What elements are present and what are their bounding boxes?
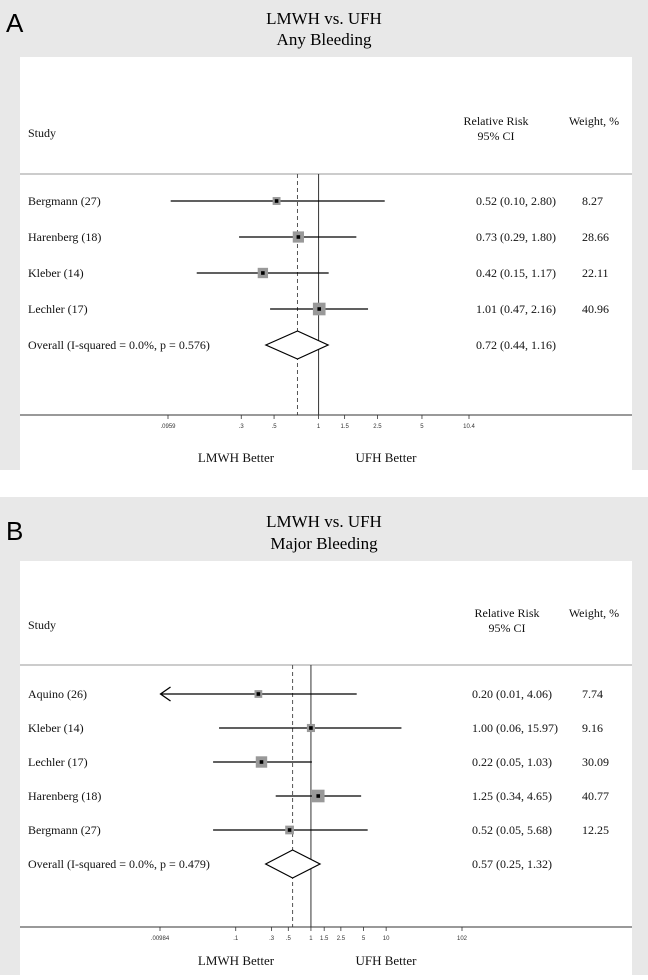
plot-area: Study Relative Risk 95% CI Weight, % Aquino … [20, 561, 632, 975]
rr-ci-value: 1.01 (0.47, 2.16) [476, 302, 556, 316]
weight-value: 40.77 [582, 789, 609, 803]
point-estimate [309, 726, 313, 730]
study-row: Bergmann (27) 0.52 (0.05, 5.68) 12.25 [28, 823, 609, 837]
plot-area: Study Relative Risk 95% CI Weight, % Bergman… [20, 57, 632, 470]
study-row: Bergmann (27) 0.52 (0.10, 2.80) 8.27 [28, 194, 603, 208]
x-tick-label: .3 [269, 936, 275, 942]
column-header-study: Study [28, 618, 56, 632]
point-estimate [296, 235, 301, 239]
x-tick-label: .1 [233, 936, 239, 942]
study-row: Kleber (14) 0.42 (0.15, 1.17) 22.11 [28, 266, 609, 280]
panel-letter: B [6, 516, 24, 546]
study-label: Aquino (26) [28, 687, 87, 701]
point-estimate [259, 760, 264, 764]
rr-ci-value: 0.52 (0.05, 5.68) [472, 823, 552, 837]
column-header-study: Study [28, 126, 56, 140]
chart-subtitle: Major Bleeding [270, 534, 378, 553]
weight-value: 8.27 [582, 194, 603, 208]
weight-value: 7.74 [582, 687, 603, 701]
x-tick-label: .5 [286, 936, 292, 942]
rr-ci-value: 0.20 (0.01, 4.06) [472, 687, 552, 701]
study-row: Aquino (26) 0.20 (0.01, 4.06) 7.74 [28, 686, 603, 702]
x-tick-label: 2.5 [337, 936, 346, 942]
chart-title: LMWH vs. UFH [266, 9, 382, 28]
point-estimate [274, 199, 279, 203]
rr-ci-value: 0.42 (0.15, 1.17) [476, 266, 556, 280]
study-row: Harenberg (18) 1.25 (0.34, 4.65) 40.77 [28, 789, 609, 803]
column-header-weight: Weight, % [569, 114, 619, 128]
overall-label: Overall (I-squared = 0.0%, p = 0.576) [28, 338, 210, 352]
x-tick-label: .00984 [151, 936, 170, 942]
column-header-ci: 95% CI [489, 621, 526, 635]
rr-ci-value: 0.22 (0.05, 1.03) [472, 755, 552, 769]
panel-letter: A [6, 8, 24, 38]
x-tick-label: 1 [317, 424, 321, 430]
weight-value: 40.96 [582, 302, 609, 316]
overall-rr-ci-value: 0.72 (0.44, 1.16) [476, 338, 556, 352]
point-estimate [317, 307, 322, 311]
point-estimate [256, 692, 261, 696]
overall-diamond [264, 849, 322, 879]
x-tick-label: 10.4 [463, 424, 475, 430]
ufh-better-label: UFH Better [355, 450, 417, 465]
weight-value: 9.16 [582, 721, 603, 735]
study-label: Bergmann (27) [28, 194, 101, 208]
study-label: Kleber (14) [28, 721, 84, 735]
point-estimate [287, 828, 292, 832]
x-tick-label: .3 [239, 424, 245, 430]
x-tick-label: 2.5 [373, 424, 382, 430]
ci-arrow-left [159, 686, 171, 702]
rr-ci-value: 1.25 (0.34, 4.65) [472, 789, 552, 803]
study-label: Lechler (17) [28, 302, 88, 316]
x-tick-label: .0959 [160, 424, 176, 430]
x-tick-label: 1 [309, 936, 313, 942]
study-label: Harenberg (18) [28, 230, 101, 244]
x-tick-label: 10 [383, 936, 390, 942]
panel-a: A LMWH vs. UFH Any Bleeding Study Relativ… [0, 0, 648, 470]
rr-ci-value: 0.73 (0.29, 1.80) [476, 230, 556, 244]
study-row: Kleber (14) 1.00 (0.06, 15.97) 9.16 [28, 721, 603, 735]
panel-b: B LMWH vs. UFH Major Bleeding Study Relat… [0, 497, 648, 975]
x-tick-label: 5 [362, 936, 366, 942]
x-tick-label: 5 [420, 424, 424, 430]
x-tick-label: .5 [272, 424, 278, 430]
weight-value: 30.09 [582, 755, 609, 769]
overall-label: Overall (I-squared = 0.0%, p = 0.479) [28, 857, 210, 871]
point-estimate [261, 271, 265, 275]
study-label: Lechler (17) [28, 755, 88, 769]
column-header-ci: 95% CI [478, 129, 515, 143]
column-header-weight: Weight, % [569, 606, 619, 620]
weight-value: 22.11 [582, 266, 609, 280]
column-header-rr: Relative Risk [464, 114, 529, 128]
rr-ci-value: 0.52 (0.10, 2.80) [476, 194, 556, 208]
point-estimate [316, 794, 321, 798]
study-label: Harenberg (18) [28, 789, 101, 803]
chart-subtitle: Any Bleeding [276, 30, 372, 49]
study-row: Lechler (17) 0.22 (0.05, 1.03) 30.09 [28, 755, 609, 769]
study-row: Harenberg (18) 0.73 (0.29, 1.80) 28.66 [28, 230, 609, 244]
column-header-rr: Relative Risk [475, 606, 540, 620]
ufh-better-label: UFH Better [355, 953, 417, 968]
x-tick-label: 1.5 [320, 936, 329, 942]
study-label: Kleber (14) [28, 266, 84, 280]
study-label: Bergmann (27) [28, 823, 101, 837]
x-tick-label: 102 [457, 936, 468, 942]
chart-title: LMWH vs. UFH [266, 512, 382, 531]
overall-rr-ci-value: 0.57 (0.25, 1.32) [472, 857, 552, 871]
study-row: Lechler (17) 1.01 (0.47, 2.16) 40.96 [28, 302, 609, 316]
x-tick-label: 1.5 [340, 424, 349, 430]
rr-ci-value: 1.00 (0.06, 15.97) [472, 721, 558, 735]
lmwh-better-label: LMWH Better [198, 953, 275, 968]
lmwh-better-label: LMWH Better [198, 450, 275, 465]
overall-diamond [264, 330, 330, 360]
weight-value: 12.25 [582, 823, 609, 837]
weight-value: 28.66 [582, 230, 609, 244]
